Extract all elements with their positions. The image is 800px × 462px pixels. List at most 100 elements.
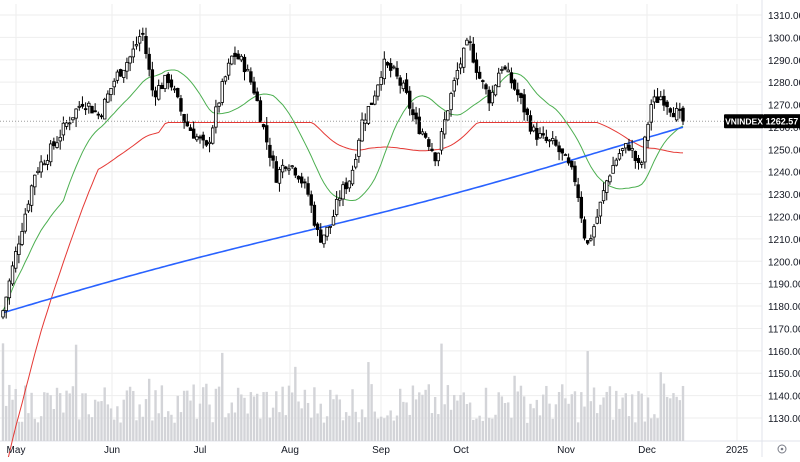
candle-up (328, 225, 332, 228)
candle-down (52, 141, 56, 147)
candle-down (182, 114, 186, 123)
candle-up (325, 226, 329, 237)
volume-bar (389, 410, 392, 441)
candle-down (585, 240, 590, 244)
candle-up (10, 265, 15, 285)
candle-up (592, 226, 596, 238)
candle-down (284, 166, 288, 169)
volume-bar (173, 422, 176, 441)
ma-mid-line (6, 122, 684, 462)
volume-bar (233, 412, 237, 441)
volume-bar (634, 422, 637, 441)
price-tick-label: 1150.00 (768, 369, 800, 380)
settings-icon[interactable] (777, 444, 787, 454)
volume-bar (430, 413, 434, 441)
candle-down (160, 85, 164, 90)
volume-bar (516, 391, 519, 441)
volume-bar (573, 391, 577, 441)
volume-bar (576, 422, 580, 441)
candle-down (541, 133, 545, 136)
volume-bar (74, 344, 78, 441)
price-tick-label: 1280.00 (768, 78, 800, 89)
volume-bar (405, 402, 408, 441)
candle-up (1, 310, 5, 318)
volume-bar (408, 414, 411, 441)
candle-down (315, 223, 320, 230)
candle-down (153, 90, 158, 98)
candle-down (258, 100, 263, 123)
volume-bar (561, 384, 564, 441)
candle-up (366, 106, 371, 124)
volume-bar (78, 419, 81, 441)
volume-bar (144, 399, 148, 441)
volume-bar (411, 385, 415, 441)
candle-down (427, 139, 431, 147)
volume-bar (507, 402, 510, 441)
candle-down (319, 229, 323, 243)
volume-bar (373, 411, 376, 441)
candle-up (465, 39, 469, 46)
volume-bar (421, 394, 424, 441)
volume-bar (151, 420, 154, 441)
volume-bar (20, 421, 24, 441)
volume-bar (33, 418, 36, 441)
candle-up (334, 198, 339, 215)
volume-bar (154, 390, 157, 441)
candle-up (605, 180, 609, 193)
volume-bar (478, 415, 481, 441)
time-tick-label: 2025 (726, 445, 749, 456)
volume-bars (1, 343, 685, 441)
volume-bar (621, 397, 624, 441)
volume-bar (192, 384, 195, 441)
volume-bar (49, 395, 52, 441)
time-tick-label: Aug (281, 445, 299, 456)
candle-up (131, 48, 135, 58)
volume-bar (268, 417, 272, 441)
volume-bar (596, 413, 599, 441)
volume-bar (227, 413, 230, 441)
candle-down (233, 52, 237, 57)
candle-up (643, 136, 647, 163)
time-tick-label: Nov (557, 445, 575, 456)
candle-down (430, 148, 434, 151)
price-tick-label: 1170.00 (768, 324, 800, 335)
volume-bar (287, 385, 291, 441)
candle-down (484, 84, 488, 90)
volume-bar (36, 422, 40, 441)
candle-up (624, 143, 628, 149)
volume-bar (529, 403, 532, 441)
volume-bar (224, 417, 227, 441)
candle-down (118, 69, 123, 77)
candle-up (17, 243, 21, 255)
candle-up (493, 84, 498, 96)
volume-bar (249, 392, 253, 441)
volume-bar (615, 390, 618, 441)
candle-down (528, 115, 533, 132)
volume-bar (182, 390, 186, 441)
candle-up (109, 88, 113, 95)
candle-up (547, 139, 552, 142)
candle-down (255, 91, 259, 102)
candle-down (417, 116, 421, 134)
gear-icon-center (780, 447, 784, 451)
volume-bar (653, 414, 656, 441)
candle-down (179, 98, 183, 112)
candle-down (188, 127, 193, 131)
candle-down (411, 109, 415, 116)
volume-bar (8, 384, 11, 441)
volume-bar (424, 389, 427, 441)
volume-bar (589, 401, 593, 441)
candle-down (519, 93, 523, 98)
price-tick-label: 1250.00 (768, 145, 800, 156)
candle-down (150, 69, 155, 91)
candle-up (287, 168, 291, 171)
volume-bar (30, 392, 33, 441)
volume-bar (119, 422, 122, 441)
volume-bar (256, 393, 259, 441)
volume-bar (217, 386, 221, 441)
candle-up (649, 104, 653, 123)
candle-down (296, 175, 301, 180)
volume-bar (494, 414, 497, 441)
volume-bar (357, 422, 361, 441)
